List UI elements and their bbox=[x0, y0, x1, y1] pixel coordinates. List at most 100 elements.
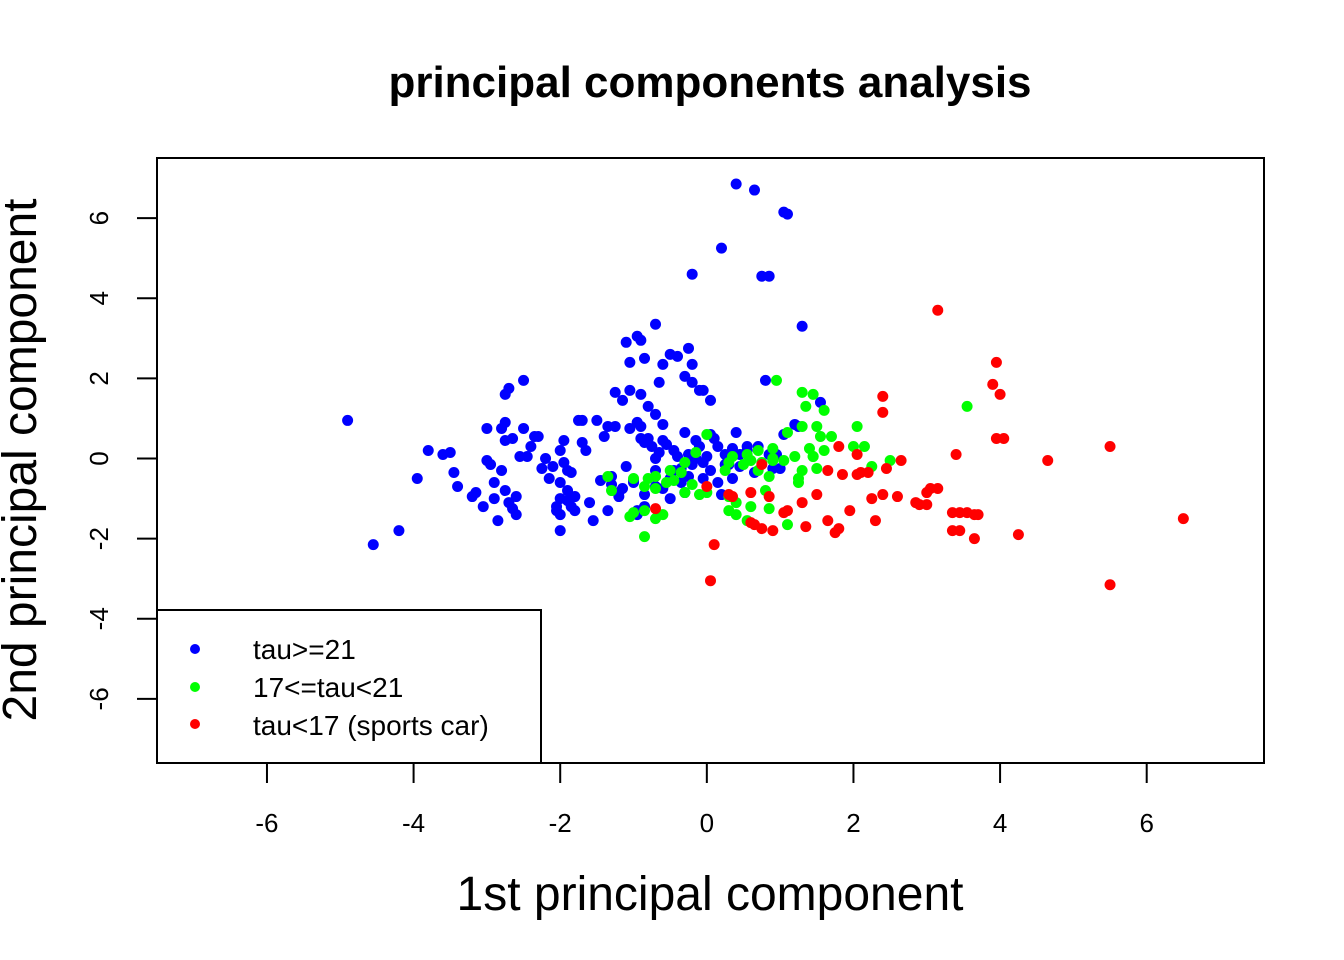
data-point bbox=[1104, 440, 1116, 452]
legend-marker-tau-ge-21 bbox=[190, 644, 200, 654]
data-point bbox=[851, 420, 863, 432]
y-tick-label: -4 bbox=[84, 607, 114, 630]
data-point bbox=[961, 400, 973, 412]
data-point bbox=[814, 430, 826, 442]
data-point bbox=[569, 491, 581, 503]
data-point bbox=[639, 531, 651, 543]
data-point bbox=[763, 270, 775, 282]
data-point bbox=[818, 404, 830, 416]
data-point bbox=[972, 509, 984, 521]
y-tick-label: -2 bbox=[84, 527, 114, 550]
data-point bbox=[562, 485, 574, 497]
legend: tau>=21 17<=tau<21 tau<17 (sports car) bbox=[156, 609, 542, 764]
data-point bbox=[895, 455, 907, 466]
data-point bbox=[481, 422, 493, 434]
x-tick-label: 2 bbox=[846, 808, 860, 838]
data-point bbox=[715, 242, 727, 254]
data-point bbox=[602, 471, 614, 483]
data-point bbox=[470, 487, 482, 499]
data-point bbox=[540, 452, 552, 464]
data-point bbox=[580, 444, 592, 456]
data-point bbox=[1042, 455, 1054, 466]
data-point bbox=[990, 356, 1002, 368]
data-point bbox=[657, 509, 669, 521]
data-point bbox=[510, 491, 522, 503]
data-point bbox=[1177, 513, 1189, 525]
data-point bbox=[763, 491, 775, 503]
data-point bbox=[448, 467, 460, 479]
data-point bbox=[858, 440, 870, 452]
y-tick-label: 6 bbox=[84, 211, 114, 225]
legend-marker-tau-lt-17 bbox=[190, 719, 200, 729]
data-point bbox=[584, 497, 596, 509]
data-point bbox=[664, 465, 676, 477]
data-point bbox=[617, 394, 629, 406]
data-point bbox=[576, 414, 588, 426]
data-point bbox=[836, 469, 848, 481]
data-point bbox=[598, 430, 610, 442]
legend-label-tau-ge-21: tau>=21 bbox=[253, 634, 356, 665]
data-point bbox=[609, 420, 621, 432]
data-point bbox=[752, 444, 764, 456]
data-point bbox=[950, 448, 962, 460]
data-point bbox=[650, 408, 662, 420]
x-tick-label: -4 bbox=[402, 808, 425, 838]
data-point bbox=[921, 499, 933, 511]
data-point bbox=[705, 394, 716, 406]
data-point bbox=[767, 525, 779, 537]
data-point bbox=[811, 420, 823, 432]
data-point bbox=[558, 434, 570, 446]
data-point bbox=[554, 509, 566, 521]
data-point bbox=[690, 434, 702, 446]
data-point bbox=[763, 503, 775, 515]
data-point bbox=[587, 515, 599, 527]
data-point bbox=[807, 450, 819, 462]
data-point bbox=[393, 525, 405, 537]
data-point bbox=[642, 400, 654, 412]
data-point bbox=[851, 448, 863, 460]
data-point bbox=[664, 493, 676, 505]
data-point bbox=[811, 463, 823, 475]
data-point bbox=[620, 461, 632, 473]
data-point bbox=[554, 477, 566, 489]
data-point bbox=[998, 432, 1010, 444]
data-point bbox=[569, 505, 581, 517]
data-point bbox=[862, 467, 874, 479]
data-point bbox=[672, 450, 684, 462]
data-point bbox=[1104, 579, 1116, 591]
data-point bbox=[650, 503, 662, 515]
y-axis-label: 2nd principal component bbox=[0, 198, 47, 721]
data-point bbox=[565, 467, 577, 479]
data-point bbox=[701, 481, 713, 493]
x-axis: -6 -4 -2 0 2 4 6 bbox=[255, 762, 1154, 838]
data-point bbox=[679, 370, 691, 382]
x-axis-label: 1st principal component bbox=[457, 868, 964, 921]
data-point bbox=[730, 509, 742, 521]
data-point bbox=[756, 523, 768, 535]
data-point bbox=[653, 446, 665, 458]
data-point bbox=[686, 268, 698, 280]
data-point bbox=[697, 384, 709, 396]
data-point bbox=[778, 507, 790, 519]
data-point bbox=[503, 382, 515, 394]
data-point bbox=[650, 318, 662, 330]
data-point bbox=[756, 459, 768, 471]
data-point bbox=[554, 525, 566, 537]
data-point bbox=[822, 465, 834, 477]
y-tick-label: 0 bbox=[84, 451, 114, 465]
data-point bbox=[510, 509, 522, 521]
data-point bbox=[866, 493, 878, 505]
data-point bbox=[639, 505, 651, 517]
data-point bbox=[536, 463, 548, 475]
data-point bbox=[521, 450, 533, 462]
data-point bbox=[518, 422, 530, 434]
data-point bbox=[767, 442, 779, 454]
data-point bbox=[686, 358, 698, 370]
data-point bbox=[639, 352, 651, 364]
data-point bbox=[697, 457, 709, 469]
data-point bbox=[807, 388, 819, 400]
data-point bbox=[452, 481, 464, 493]
data-point bbox=[639, 481, 651, 493]
data-point bbox=[987, 378, 999, 390]
data-point bbox=[679, 487, 691, 499]
